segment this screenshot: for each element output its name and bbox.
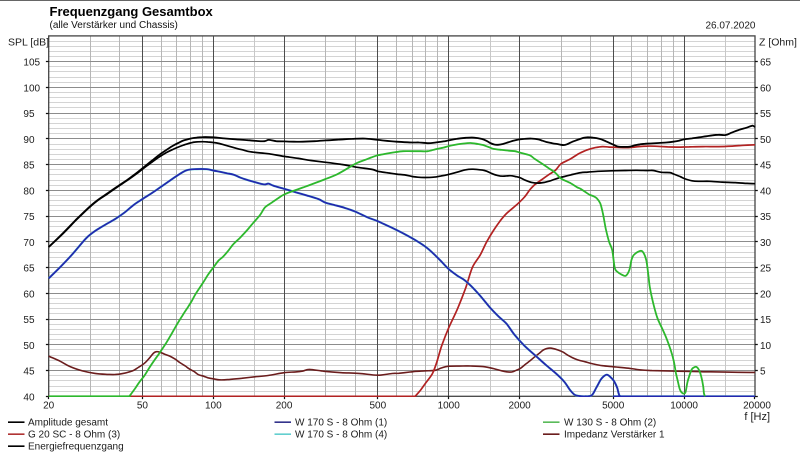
svg-text:Amplitude gesamt: Amplitude gesamt — [28, 418, 108, 429]
svg-text:40: 40 — [23, 392, 35, 403]
svg-text:50: 50 — [760, 135, 772, 146]
svg-text:95: 95 — [23, 109, 35, 120]
svg-text:Z [Ohm]: Z [Ohm] — [759, 37, 797, 49]
svg-text:500: 500 — [369, 401, 386, 412]
svg-text:50: 50 — [137, 401, 149, 412]
svg-text:60: 60 — [760, 83, 772, 94]
svg-text:75: 75 — [23, 212, 35, 223]
svg-text:100: 100 — [205, 401, 222, 412]
svg-text:Frequenzgang Gesamtbox: Frequenzgang Gesamtbox — [50, 4, 214, 19]
svg-text:Energiefrequenzgang: Energiefrequenzgang — [28, 442, 124, 453]
svg-text:26.07.2020: 26.07.2020 — [705, 21, 755, 32]
svg-text:100: 100 — [23, 83, 40, 94]
svg-text:5000: 5000 — [602, 401, 625, 412]
svg-text:60: 60 — [23, 289, 35, 300]
svg-text:1000: 1000 — [438, 401, 461, 412]
svg-text:20: 20 — [760, 289, 772, 300]
svg-text:10000: 10000 — [670, 401, 698, 412]
svg-text:10: 10 — [760, 341, 772, 352]
svg-text:105: 105 — [23, 58, 40, 69]
svg-text:20000: 20000 — [743, 401, 771, 412]
svg-text:25: 25 — [760, 264, 772, 275]
svg-text:45: 45 — [23, 367, 35, 378]
svg-text:45: 45 — [760, 161, 772, 172]
svg-text:65: 65 — [23, 264, 35, 275]
svg-text:55: 55 — [760, 109, 772, 120]
svg-text:2000: 2000 — [508, 401, 531, 412]
svg-text:70: 70 — [23, 238, 35, 249]
svg-text:G 20 SC - 8 Ohm (3): G 20 SC - 8 Ohm (3) — [28, 430, 120, 441]
svg-text:5: 5 — [760, 367, 766, 378]
svg-text:200: 200 — [276, 401, 293, 412]
svg-text:55: 55 — [23, 315, 35, 326]
svg-text:Impedanz Verstärker 1: Impedanz Verstärker 1 — [564, 430, 665, 441]
svg-text:50: 50 — [23, 341, 35, 352]
svg-text:W 170 S - 8 Ohm (1): W 170 S - 8 Ohm (1) — [295, 418, 387, 429]
svg-text:40: 40 — [760, 186, 772, 197]
svg-text:30: 30 — [760, 238, 772, 249]
svg-text:W 170 S - 8 Ohm (4): W 170 S - 8 Ohm (4) — [295, 430, 387, 441]
svg-text:90: 90 — [23, 135, 35, 146]
svg-text:f [Hz]: f [Hz] — [744, 411, 770, 423]
svg-text:35: 35 — [760, 212, 772, 223]
svg-text:W 130 S - 8 Ohm (2): W 130 S - 8 Ohm (2) — [564, 418, 656, 429]
svg-text:15: 15 — [760, 315, 772, 326]
svg-text:85: 85 — [23, 161, 35, 172]
svg-text:(alle Verstärker und Chassis): (alle Verstärker und Chassis) — [50, 20, 178, 31]
svg-text:65: 65 — [760, 58, 772, 69]
svg-text:20: 20 — [43, 401, 55, 412]
svg-text:80: 80 — [23, 186, 35, 197]
svg-text:SPL [dB]: SPL [dB] — [8, 37, 49, 49]
